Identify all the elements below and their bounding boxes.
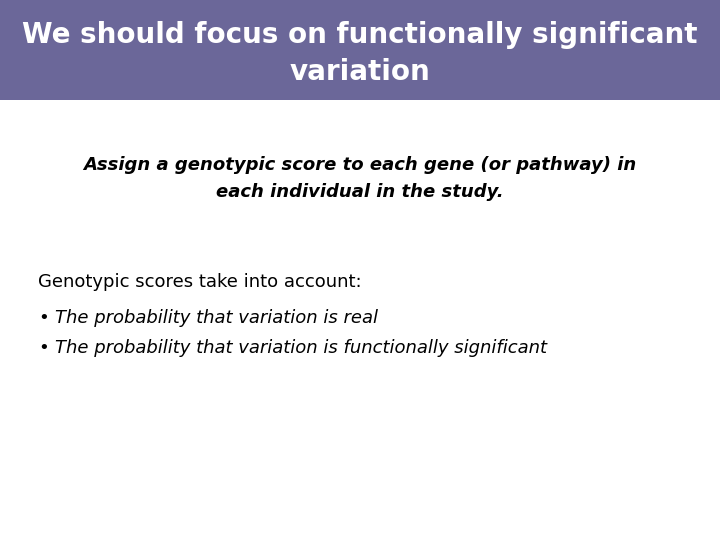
Bar bbox=[0, 0, 720, 100]
Text: Assign a genotypic score to each gene (or pathway) in: Assign a genotypic score to each gene (o… bbox=[84, 156, 636, 174]
Text: The probability that variation is functionally significant: The probability that variation is functi… bbox=[55, 339, 547, 357]
Text: Genotypic scores take into account:: Genotypic scores take into account: bbox=[38, 273, 361, 291]
Text: each individual in the study.: each individual in the study. bbox=[216, 183, 504, 201]
Text: We should focus on functionally significant: We should focus on functionally signific… bbox=[22, 21, 698, 49]
Text: •: • bbox=[38, 339, 49, 357]
Text: variation: variation bbox=[289, 58, 431, 86]
Text: The probability that variation is real: The probability that variation is real bbox=[55, 309, 378, 327]
Text: •: • bbox=[38, 309, 49, 327]
